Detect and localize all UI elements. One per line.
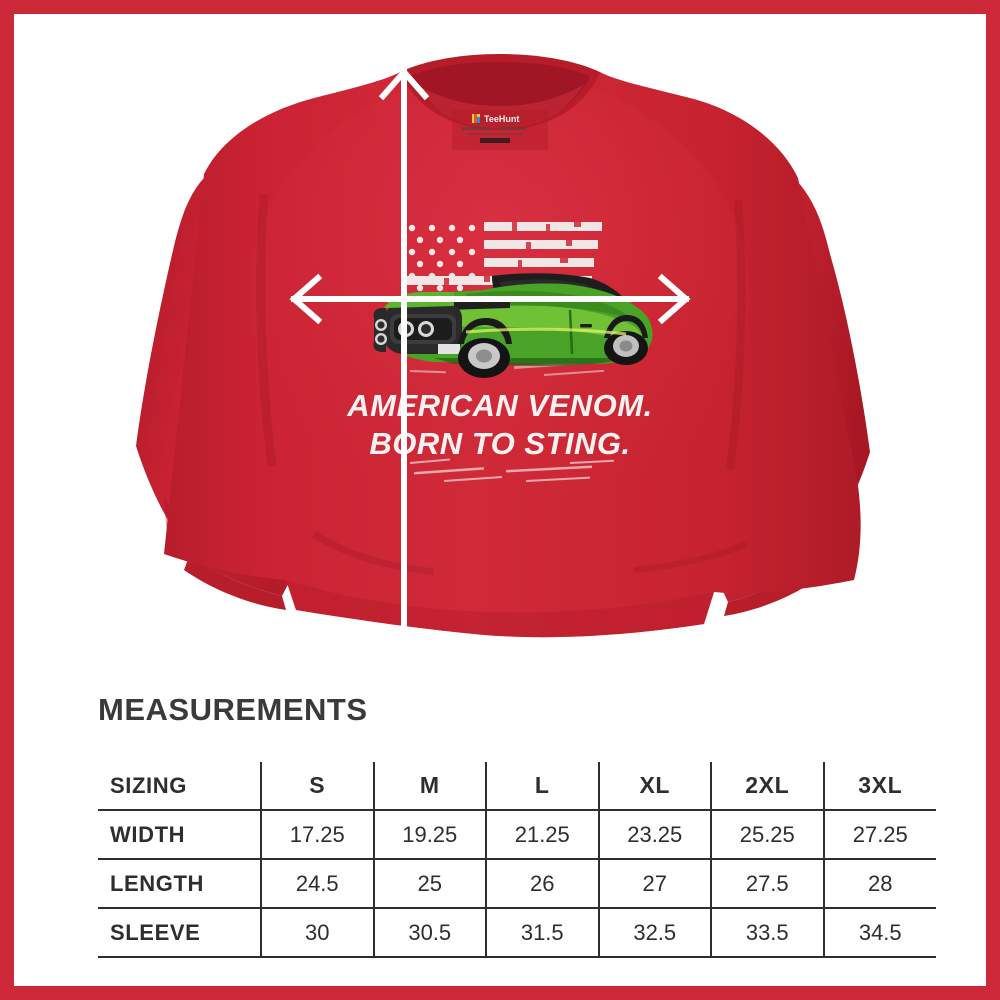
slogan-graphic: AMERICAN VENOM. BORN TO STING. — [346, 388, 652, 482]
bottom-hem — [286, 580, 714, 638]
column-header-s: S — [261, 762, 375, 811]
fabric-folds — [256, 193, 748, 576]
table-header-row: SIZING S M L XL 2XL 3XL — [98, 762, 936, 811]
neck-label-brand: TeeHunt — [484, 114, 519, 124]
product-photo: TeeHunt — [14, 14, 986, 664]
column-header-3xl: 3XL — [823, 762, 936, 811]
column-header-2xl: 2XL — [711, 762, 825, 811]
cell-sleeve-s: 30 — [261, 908, 375, 958]
column-header-l: L — [486, 762, 600, 811]
shirt-illustration: TeeHunt — [136, 54, 870, 638]
table-row: SLEEVE 30 30.5 31.5 32.5 33.5 34.5 — [98, 908, 936, 958]
column-header-m: M — [373, 762, 487, 811]
cell-sleeve-m: 30.5 — [373, 908, 487, 958]
frame-border-top — [0, 0, 1000, 14]
cell-width-3xl: 27.25 — [823, 810, 936, 860]
frame-border-left — [0, 0, 14, 1000]
collar-rib — [416, 84, 584, 128]
measurements-title: MEASUREMENTS — [98, 692, 368, 727]
cell-length-s: 24.5 — [261, 859, 375, 909]
measurements-panel: MEASUREMENTS SIZING S M L XL 2XL 3XL WID… — [14, 664, 986, 986]
cell-length-3xl: 28 — [823, 859, 936, 909]
car-rear-wheel — [604, 331, 648, 365]
cell-width-2xl: 25.25 — [711, 810, 825, 860]
table-row: WIDTH 17.25 19.25 21.25 23.25 25.25 27.2… — [98, 810, 936, 860]
left-cuff — [184, 554, 286, 610]
row-label-width: WIDTH — [98, 810, 262, 860]
row-label-sleeve: SLEEVE — [98, 908, 262, 958]
table-row: LENGTH 24.5 25 26 27 27.5 28 — [98, 859, 936, 909]
cell-sleeve-l: 31.5 — [486, 908, 600, 958]
cell-sleeve-3xl: 34.5 — [823, 908, 936, 958]
cell-length-m: 25 — [373, 859, 487, 909]
cell-width-xl: 23.25 — [598, 810, 712, 860]
row-label-length: LENGTH — [98, 859, 262, 909]
neck-label: TeeHunt — [452, 110, 548, 150]
cell-sleeve-2xl: 33.5 — [711, 908, 825, 958]
cell-length-2xl: 27.5 — [711, 859, 825, 909]
size-table: SIZING S M L XL 2XL 3XL WIDTH 17.25 19.2… — [98, 762, 936, 958]
frame-border-bottom — [0, 986, 1000, 1000]
car-front-wheel — [458, 338, 510, 378]
cell-width-l: 21.25 — [486, 810, 600, 860]
slogan-line-2: BORN TO STING. — [369, 426, 630, 461]
cell-width-s: 17.25 — [261, 810, 375, 860]
cell-length-xl: 27 — [598, 859, 712, 909]
slogan-line-1: AMERICAN VENOM. — [346, 388, 652, 423]
grunge-strokes — [410, 458, 615, 482]
column-header-xl: XL — [598, 762, 712, 811]
flag-stars — [408, 224, 476, 304]
cell-width-m: 19.25 — [373, 810, 487, 860]
column-header-sizing: SIZING — [98, 762, 262, 811]
cell-length-l: 26 — [486, 859, 600, 909]
frame-border-right — [986, 0, 1000, 1000]
cell-sleeve-xl: 32.5 — [598, 908, 712, 958]
